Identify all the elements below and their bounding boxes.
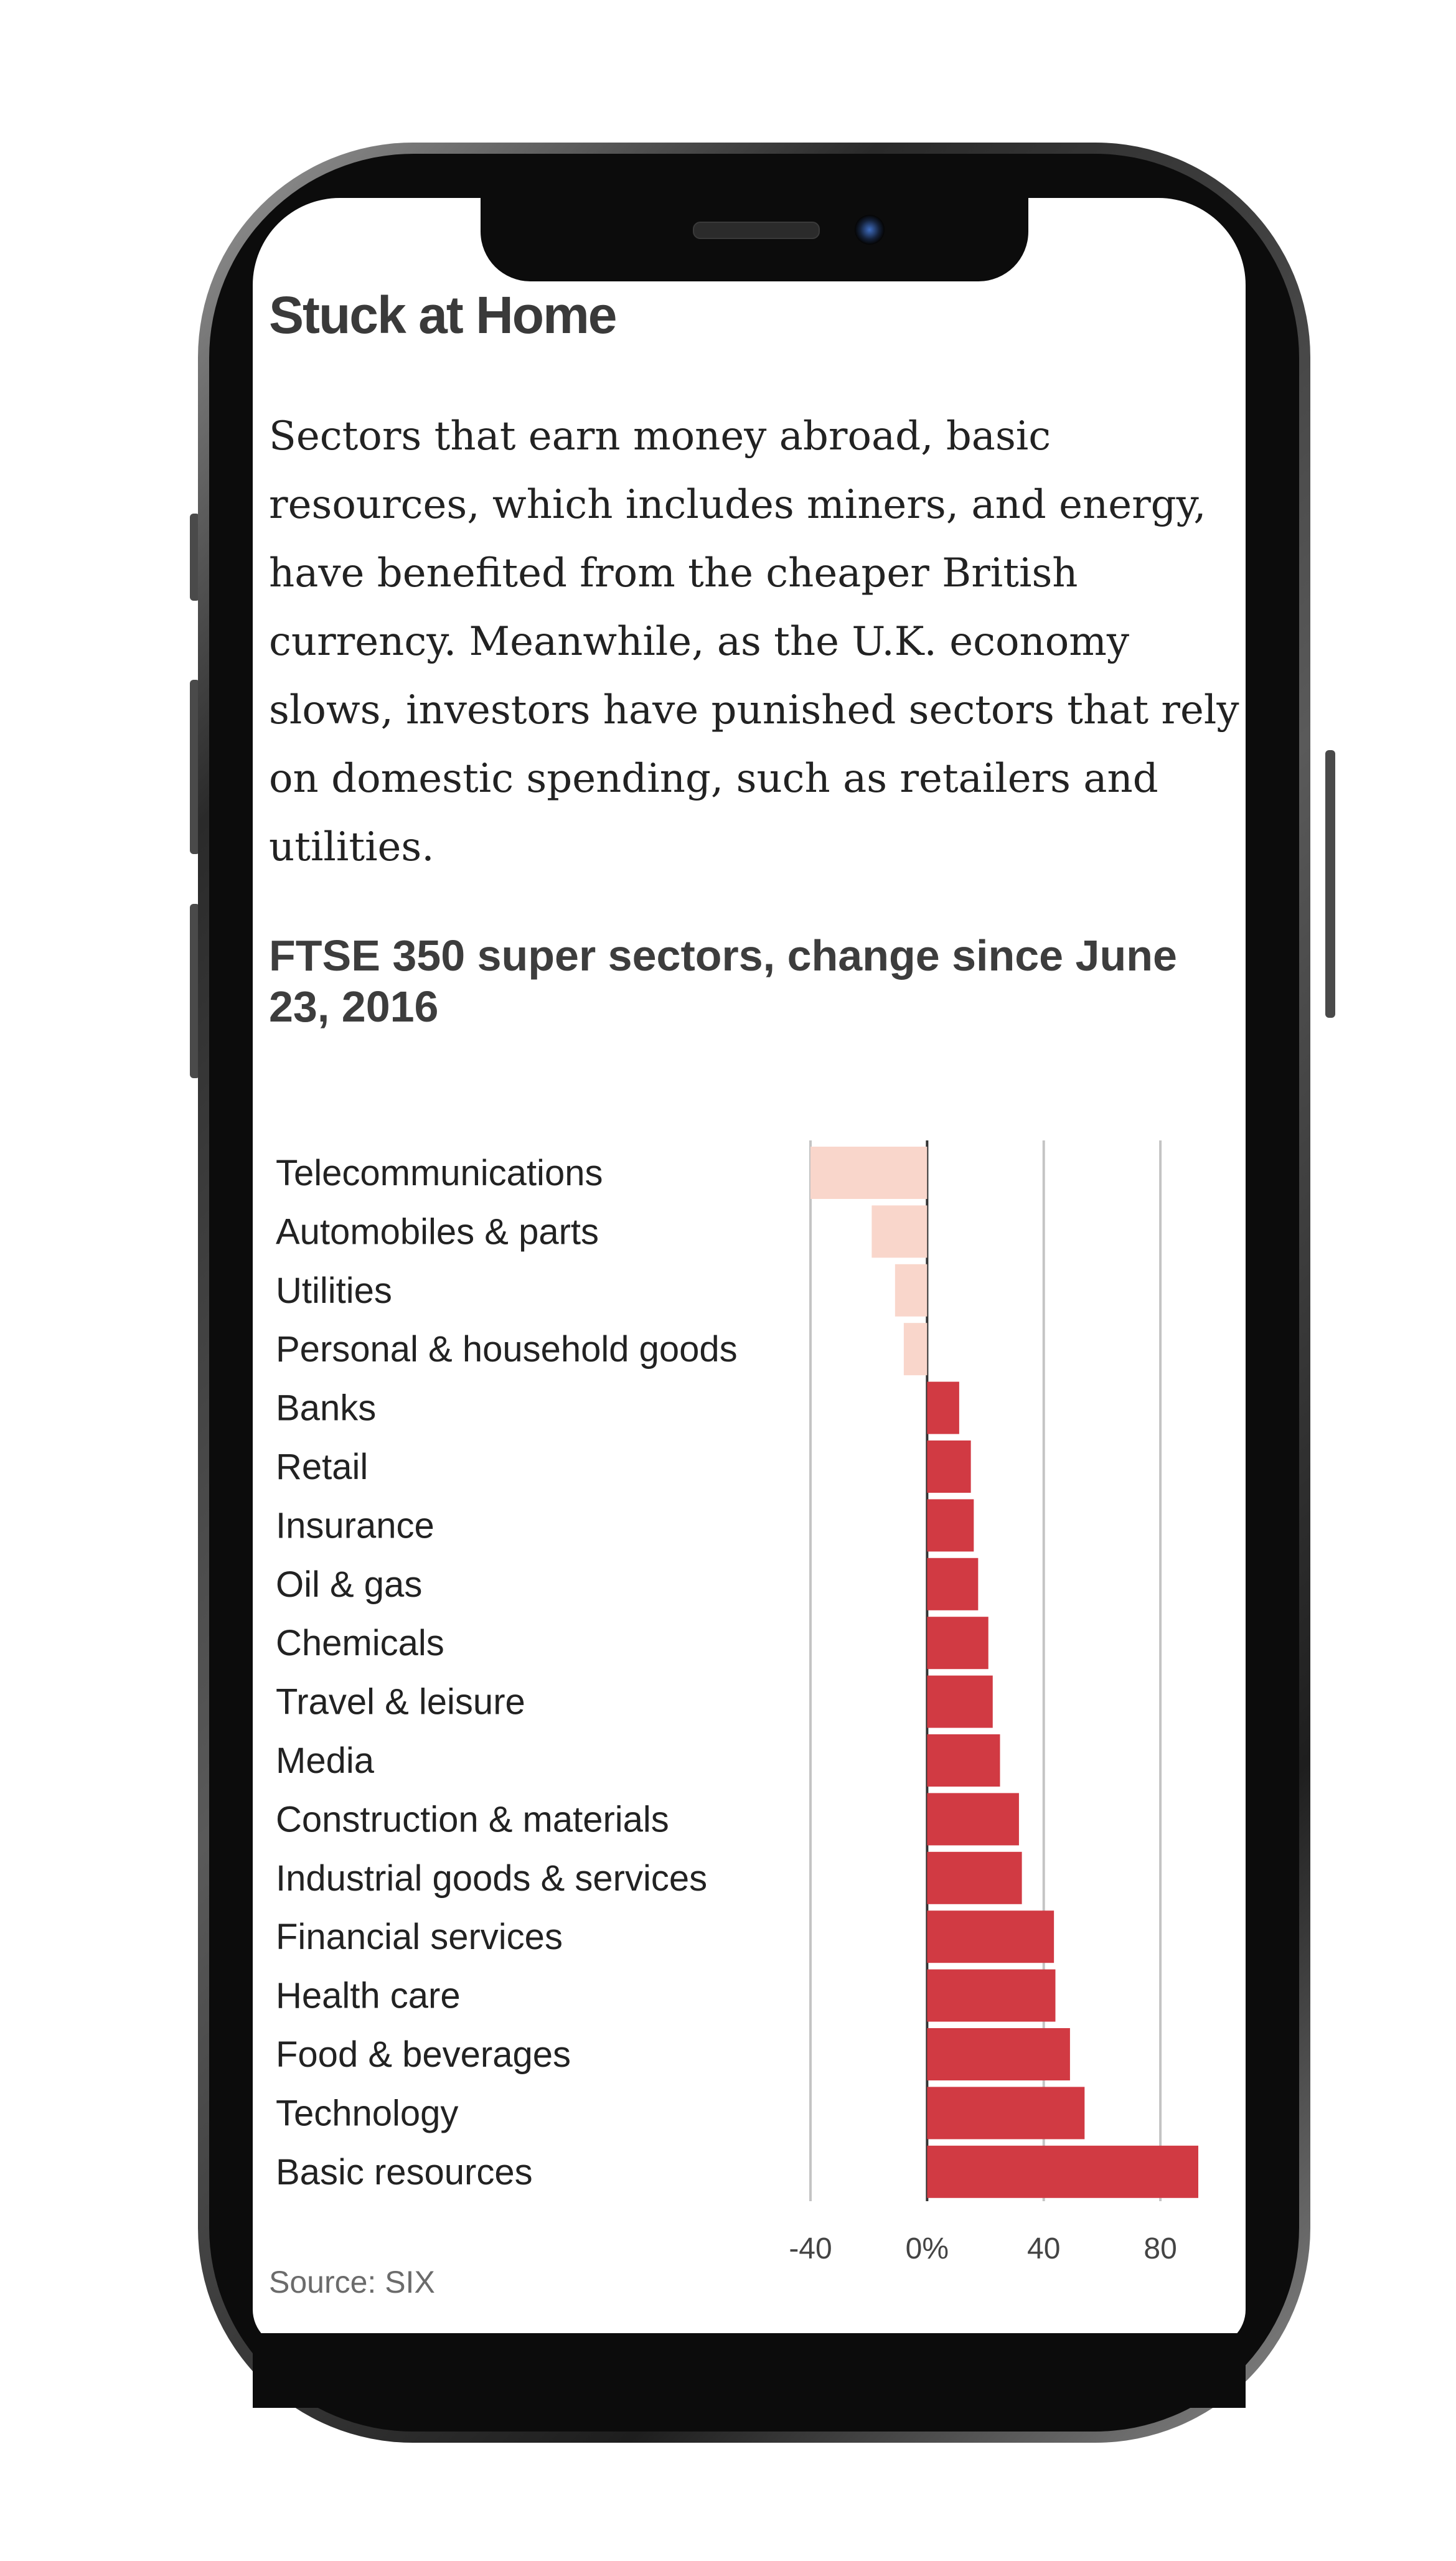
bar <box>903 1323 928 1376</box>
bar <box>927 1851 1022 1904</box>
category-label: Travel & leisure <box>276 1682 525 1722</box>
category-label: Financial services <box>276 1917 563 1957</box>
category-label: Banks <box>276 1388 376 1429</box>
tick-labels: -40 0% 40 80 <box>789 2232 1177 2265</box>
bar <box>927 1734 1000 1787</box>
tick-label: -40 <box>789 2232 832 2265</box>
bar <box>927 2028 1070 2080</box>
speaker-icon <box>693 222 820 239</box>
chart-title: FTSE 350 super sectors, change since Jun… <box>269 931 1177 1031</box>
bars <box>810 1147 1198 2198</box>
volume-down-button <box>190 904 200 1078</box>
bar <box>895 1264 928 1317</box>
source-note: Source: SIX <box>269 2265 435 2300</box>
category-label: Retail <box>276 1447 368 1487</box>
category-labels: Telecommunications Automobiles & parts Uti… <box>276 1153 738 2192</box>
bar <box>927 1910 1054 1963</box>
bar <box>810 1147 928 1199</box>
bar <box>871 1205 928 1258</box>
grid-lines <box>809 1140 1162 2201</box>
bar <box>927 1675 993 1728</box>
category-label: Chemicals <box>276 1623 444 1663</box>
bar <box>927 1440 971 1493</box>
tick-label: 0% <box>906 2232 949 2265</box>
category-label: Technology <box>276 2093 458 2133</box>
power-button <box>1325 750 1335 1018</box>
bar <box>927 1793 1019 1846</box>
bar <box>927 1499 974 1552</box>
bar <box>927 2145 1198 2198</box>
category-label: Construction & materials <box>276 1799 669 1840</box>
bar <box>927 1969 1056 2022</box>
silent-switch <box>190 514 200 601</box>
category-label: Media <box>276 1741 375 1781</box>
category-label: Industrial goods & services <box>276 1858 707 1899</box>
tick-label: 80 <box>1144 2232 1177 2265</box>
screen-bottom-bezel <box>253 2333 1246 2408</box>
bar <box>927 1617 989 1670</box>
bar <box>927 1381 959 1434</box>
camera-icon <box>855 215 885 245</box>
article-body: Sectors that earn money abroad, basic re… <box>269 413 1239 870</box>
category-label: Health care <box>276 1976 461 2016</box>
category-label: Utilities <box>276 1271 392 1311</box>
category-label: Basic resources <box>276 2152 533 2192</box>
bar <box>927 1558 979 1610</box>
phone-screen <box>253 198 1246 2347</box>
bar <box>927 2087 1085 2140</box>
category-label: Automobiles & parts <box>276 1211 599 1252</box>
category-label: Telecommunications <box>276 1153 603 1193</box>
volume-up-button <box>190 680 200 854</box>
category-label: Oil & gas <box>276 1564 422 1605</box>
category-label: Insurance <box>276 1505 434 1546</box>
page-title: Stuck at Home <box>269 286 617 344</box>
category-label: Personal & household goods <box>276 1329 738 1370</box>
category-label: Food & beverages <box>276 2034 571 2075</box>
tick-label: 40 <box>1027 2232 1060 2265</box>
